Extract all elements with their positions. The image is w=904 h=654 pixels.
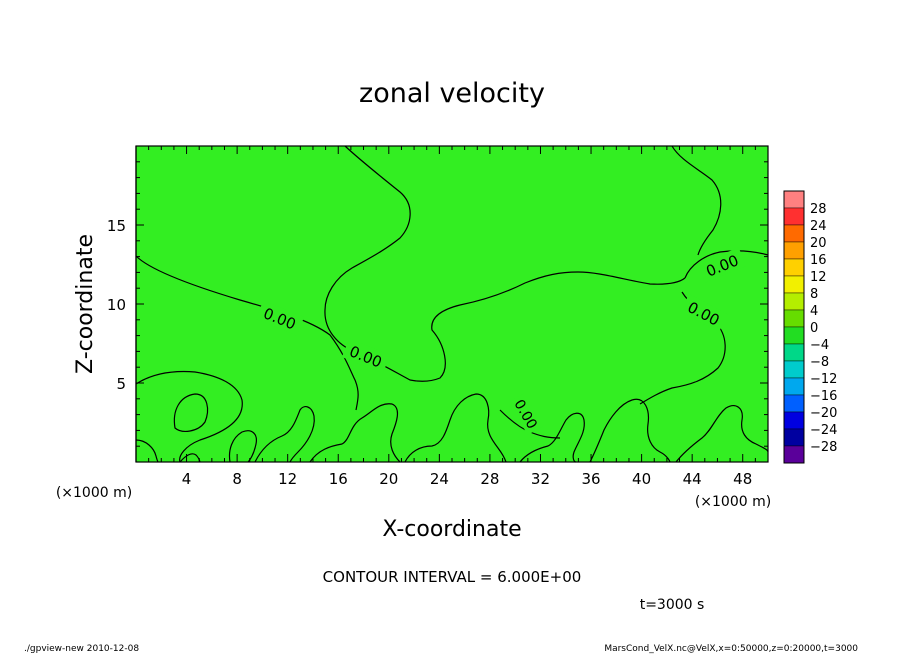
chart-title: zonal velocity xyxy=(359,78,545,109)
colorbar-tick-label: −16 xyxy=(810,389,837,404)
contour-line xyxy=(135,439,159,463)
contour-line xyxy=(173,393,209,432)
colorbar-swatch xyxy=(783,411,805,430)
contour-line xyxy=(684,250,769,279)
colorbar-tick-label: 0 xyxy=(810,321,818,336)
x-tick-label: 20 xyxy=(379,470,398,488)
y-axis-label: Z-coordinate xyxy=(73,234,98,374)
contour-line xyxy=(135,370,243,463)
colorbar-swatch xyxy=(783,190,805,209)
x-tick-label: 44 xyxy=(683,470,702,488)
time-label: t=3000 s xyxy=(640,597,705,613)
colorbar-tick-label: 4 xyxy=(810,304,818,319)
colorbar-tick-label: 12 xyxy=(810,270,827,285)
contour-line xyxy=(135,255,359,411)
x-tick-label: 16 xyxy=(329,470,348,488)
footer-right: MarsCond_VelX.nc@VelX,x=0:50000,z=0:2000… xyxy=(604,644,858,654)
contour-line xyxy=(309,403,401,463)
x-tick-label: 4 xyxy=(182,470,192,488)
y-axis: 5 10 15 Z-coordinate xyxy=(73,145,768,463)
x-tick-label: 12 xyxy=(278,470,297,488)
footer-left: ./gpview-new 2010-12-08 xyxy=(24,644,139,654)
colorbar-tick-label: 16 xyxy=(810,253,827,268)
colorbar-swatch xyxy=(783,360,805,379)
x-axis: 4 8 12 16 20 24 28 32 36 40 44 48 X-coordinate (×10… xyxy=(56,146,771,542)
x-tick-label: 28 xyxy=(480,470,499,488)
colorbar-swatch xyxy=(783,258,805,277)
colorbar-tick-label: −12 xyxy=(810,372,837,387)
x-tick-label: 24 xyxy=(430,470,449,488)
y-units-label: (×1000 m) xyxy=(56,485,132,501)
colorbar-tick-label: −8 xyxy=(810,355,829,370)
x-axis-label: X-coordinate xyxy=(382,517,521,542)
contour-line xyxy=(228,430,257,463)
colorbar-swatch xyxy=(783,445,805,464)
contour-line xyxy=(324,145,686,382)
x-tick-label: 36 xyxy=(581,470,600,488)
colorbar-swatch xyxy=(783,224,805,243)
contour-interval-text: CONTOUR INTERVAL = 6.000E+00 xyxy=(323,568,582,586)
colorbar-tick-label: −28 xyxy=(810,440,837,455)
contour-line xyxy=(671,145,722,256)
x-tick-label: 40 xyxy=(632,470,651,488)
colorbar-swatch xyxy=(783,309,805,328)
contour-line xyxy=(589,398,671,463)
x-tick-label: 8 xyxy=(232,470,242,488)
colorbar-tick-label: 8 xyxy=(810,287,818,302)
contour-line xyxy=(675,405,769,463)
contour-lines xyxy=(135,145,769,463)
contour-line xyxy=(254,406,315,463)
contour-line xyxy=(404,393,507,463)
colorbar-swatch xyxy=(783,275,805,294)
colorbar-tick-label: −20 xyxy=(810,406,837,421)
colorbar-swatch xyxy=(783,241,805,260)
x-units-label: (×1000 m) xyxy=(695,494,771,510)
colorbar-swatch xyxy=(783,326,805,345)
contour-line xyxy=(179,453,201,463)
colorbar-swatch xyxy=(783,394,805,413)
y-tick-label: 15 xyxy=(107,217,126,235)
x-tick-label: 48 xyxy=(733,470,752,488)
colorbar-tick-label: 24 xyxy=(810,219,827,234)
colorbar-swatch xyxy=(783,292,805,311)
contour-line xyxy=(519,412,585,463)
colorbar: 28 24 20 16 12 8 4 0 −4 −8 −12 −16 −20 −24 −28 xyxy=(783,190,837,464)
colorbar-tick-label: −24 xyxy=(810,423,837,438)
colorbar-swatch xyxy=(783,343,805,362)
colorbar-swatch xyxy=(783,428,805,447)
y-tick-label: 5 xyxy=(116,375,126,393)
colorbar-tick-label: 28 xyxy=(810,202,827,217)
x-tick-label: 32 xyxy=(531,470,550,488)
colorbar-swatch xyxy=(783,377,805,396)
colorbar-tick-label: 20 xyxy=(810,236,827,251)
y-tick-label: 10 xyxy=(107,296,126,314)
colorbar-tick-label: −4 xyxy=(810,338,829,353)
colorbar-swatch xyxy=(783,207,805,226)
